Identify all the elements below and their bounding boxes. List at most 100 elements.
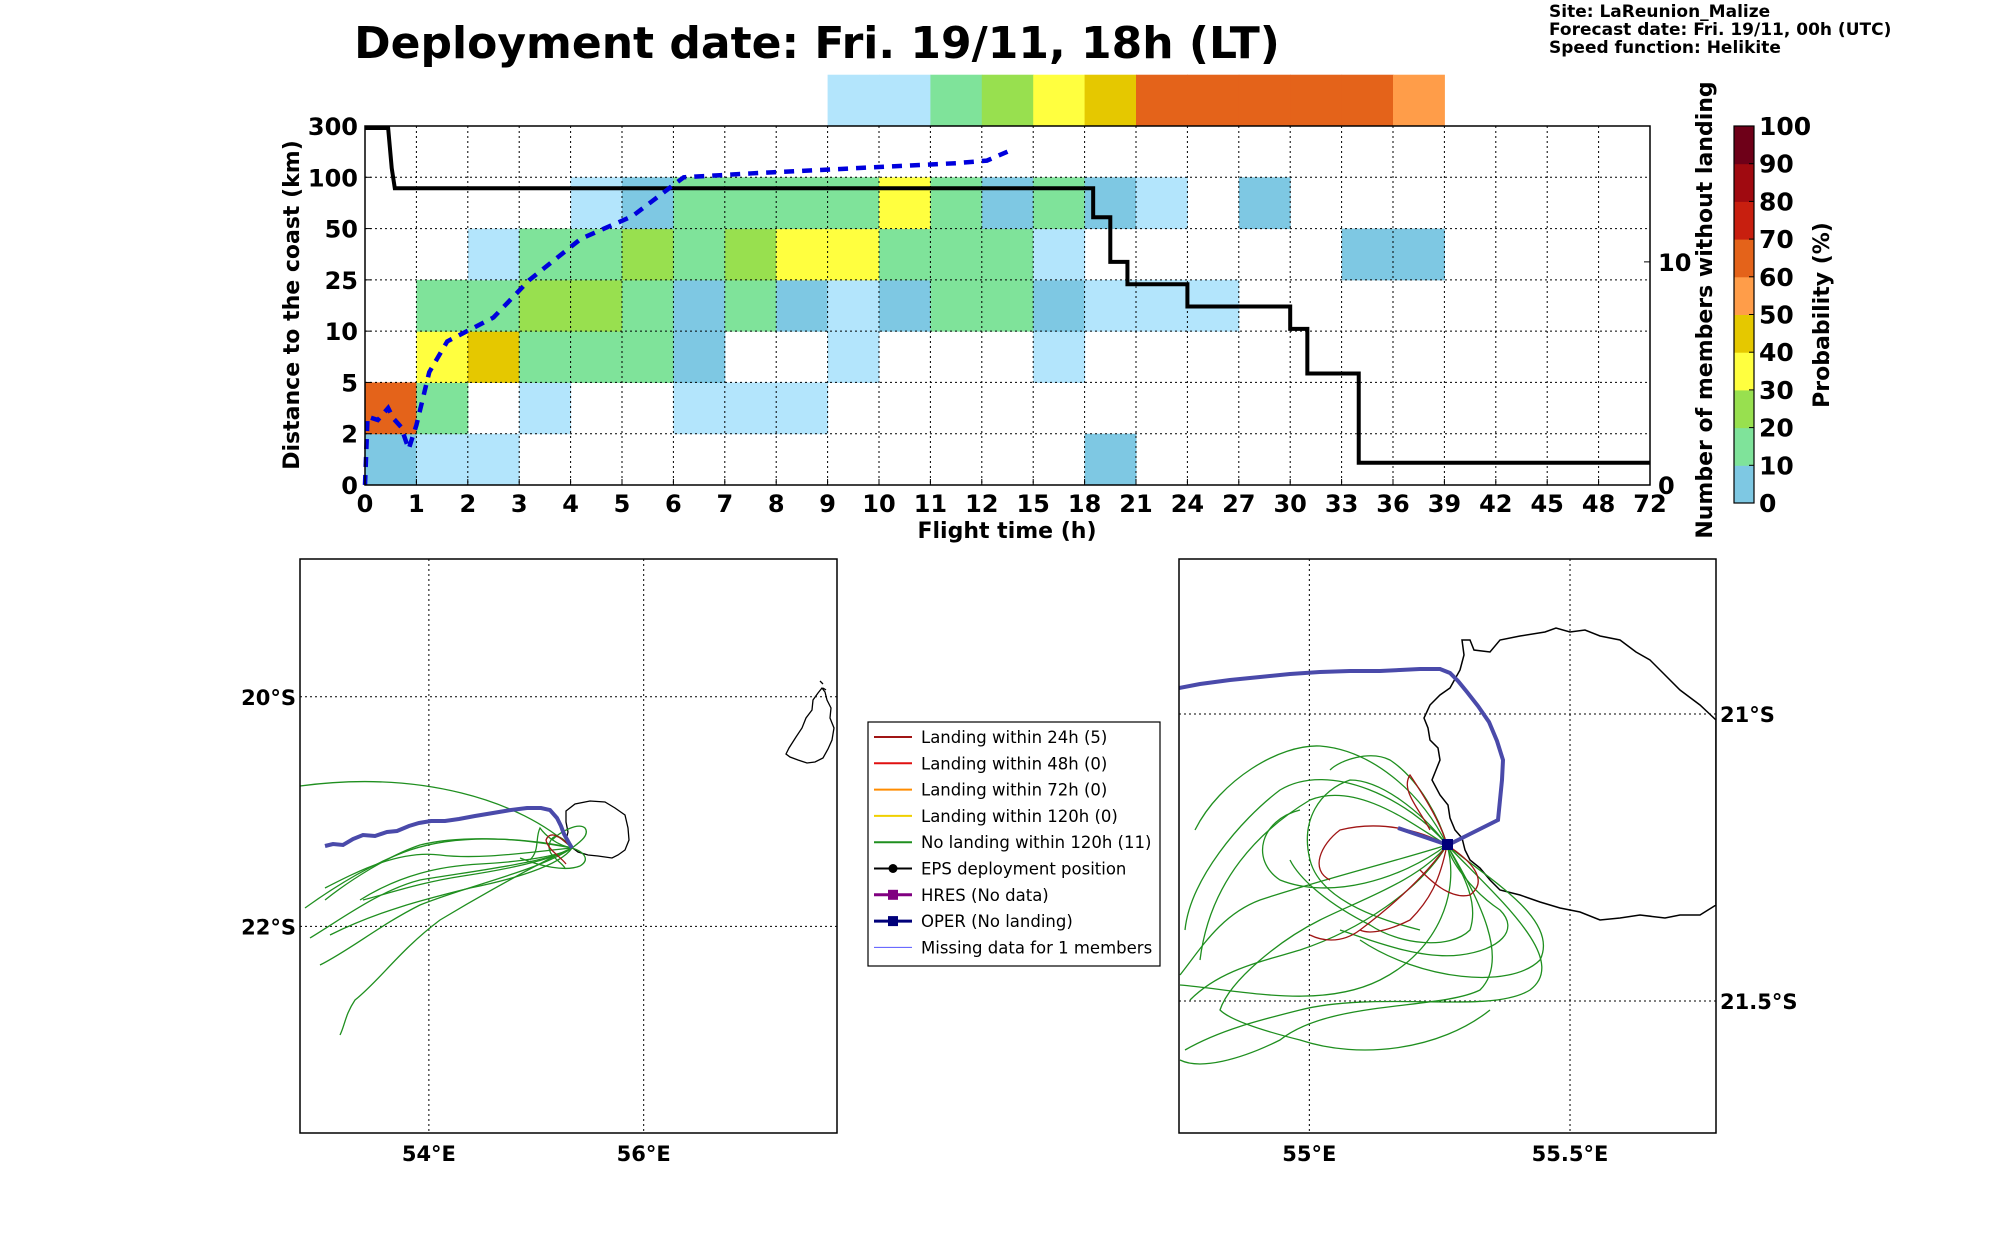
regional-map-ticks: 54°E 56°E 20°S 22°S (241, 686, 671, 1166)
heatmap-cell (827, 74, 880, 127)
zoom-ensemble-tracks (1179, 745, 1545, 1065)
x-tick-label: 21 (1119, 490, 1152, 518)
colorbar-segment (1734, 465, 1754, 504)
colorbar-segment (1734, 314, 1754, 353)
x-tick-label: 39 (1428, 490, 1461, 518)
heatmap-cell (827, 279, 880, 332)
mauritius-coastline (785, 680, 835, 764)
colorbar-tick-label: 70 (1759, 225, 1794, 254)
heatmap-frame (364, 125, 1651, 486)
legend-item: Landing within 120h (0) (874, 807, 1118, 826)
heatmap-cell (879, 279, 931, 332)
legend-marker (888, 864, 898, 873)
colorbar-segment (1734, 427, 1754, 466)
heatmap-cell (570, 177, 623, 230)
heatmap-cell (1238, 177, 1291, 230)
map-lon-label: 55.5°E (1532, 1142, 1609, 1166)
heatmap-panel: 0 1 2 3 4 5 6 7 8 9 10 11 12 15 18 21 24 27 30 33 36 39 42 45 48… (280, 74, 1718, 544)
heatmap-cell (1033, 74, 1086, 127)
x-tick-label: 42 (1479, 490, 1512, 518)
x-tick-label: 1 (408, 490, 425, 518)
y2-axis-label: Number of members without landing (1693, 81, 1718, 538)
heatmap-cell (570, 279, 623, 332)
x-tick-label: 12 (965, 490, 998, 518)
heatmap-cell (467, 279, 520, 332)
heatmap-cell (519, 331, 572, 383)
speed-function-label: Speed function: Helikite (1549, 38, 1781, 58)
legend-item: No landing within 120h (11) (874, 833, 1151, 852)
colorbar-tick-label: 50 (1759, 301, 1794, 330)
legend-label: Landing within 48h (0) (921, 754, 1107, 773)
y-tick-label: 5 (341, 369, 358, 397)
x-tick-label: 8 (768, 490, 785, 518)
colorbar-label: Probability (%) (1810, 222, 1835, 408)
x-tick-label: 72 (1633, 490, 1666, 518)
colorbar-segment (1734, 126, 1754, 165)
heatmap-cell (1136, 177, 1188, 230)
legend-item: HRES (No data) (874, 886, 1049, 905)
chart-title: Deployment date: Fri. 19/11, 18h (LT) (354, 18, 1280, 69)
legend-label: Missing data for 1 members (921, 938, 1152, 957)
heatmap-cell (673, 382, 726, 435)
map-lat-label: 20°S (241, 686, 296, 710)
heatmap-cell (416, 279, 469, 332)
colorbar-segment (1734, 352, 1754, 391)
heatmap-cell (724, 228, 777, 281)
zoom-oper-track (1179, 667, 1506, 847)
legend-label: Landing within 24h (5) (921, 728, 1107, 747)
heatmap-cell (930, 279, 983, 332)
x-tick-label: 6 (665, 490, 682, 518)
legend-label: EPS deployment position (921, 860, 1126, 879)
x-tick-label: 15 (1016, 490, 1049, 518)
x-tick-label: 5 (614, 490, 631, 518)
legend-item: Landing within 48h (0) (874, 754, 1107, 773)
regional-ensemble-tracks (300, 781, 587, 1036)
heatmap-cell (930, 228, 983, 281)
heatmap-cell (570, 331, 623, 383)
heatmap-cell (467, 228, 520, 281)
x-tick-label: 11 (914, 490, 947, 518)
colorbar-tick-label: 100 (1759, 112, 1811, 141)
y-tick-label: 25 (325, 267, 358, 295)
regional-track-landed (545, 834, 573, 865)
map-lon-label: 56°E (617, 1142, 671, 1166)
heatmap-cell (416, 433, 469, 486)
heatmap-cell (879, 74, 931, 127)
heatmap-y2-ticks: 0 10 (1644, 249, 1691, 500)
heatmap-cell (1033, 331, 1086, 383)
heatmap-cell (724, 382, 777, 435)
heatmap-cell (673, 331, 726, 383)
legend-item: EPS deployment position (874, 860, 1126, 879)
colorbar-tick-label: 90 (1759, 150, 1794, 179)
heatmap-cell (827, 331, 880, 383)
x-tick-label: 45 (1530, 490, 1563, 518)
colorbar-ticks: 0 10 20 30 40 50 60 70 80 90 100 (1749, 112, 1811, 518)
heatmap-cell (930, 177, 983, 230)
heatmap-cell (467, 433, 520, 486)
heatmap-cell (519, 382, 572, 435)
heatmap-cell (776, 228, 829, 281)
legend-item: OPER (No landing) (874, 912, 1073, 931)
zoom-map-grid (1179, 559, 1716, 1133)
y2-tick-label: 0 (1658, 472, 1675, 500)
heatmap-cell (1393, 228, 1445, 281)
heatmap-cell (673, 177, 726, 230)
median-distance-line (362, 149, 1009, 486)
legend-label: No landing within 120h (11) (921, 833, 1151, 852)
y-axis-label: Distance to the coast (km) (280, 140, 305, 470)
members-without-landing-line (365, 126, 1650, 465)
heatmap-x-ticks: 0 1 2 3 4 5 6 7 8 9 10 11 12 15 18 21 24 27 30 33 36 39 42 45 48… (357, 479, 1667, 518)
forecast-date-label: Forecast date: Fri. 19/11, 00h (UTC) (1549, 20, 1891, 40)
colorbar-tick-label: 20 (1759, 414, 1794, 443)
x-tick-label: 2 (459, 490, 476, 518)
colorbar-segment (1734, 276, 1754, 315)
regional-map: 54°E 56°E 20°S 22°S (241, 558, 838, 1166)
zoom-map-ticks: 55°E 55.5°E 21°S 21.5°S (1282, 703, 1797, 1166)
x-tick-label: 9 (819, 490, 836, 518)
heatmap-cell (622, 177, 674, 230)
heatmap-cell (467, 331, 520, 383)
colorbar-segment (1734, 389, 1754, 429)
heatmap-cell (930, 74, 983, 127)
heatmap-cell (570, 228, 623, 281)
